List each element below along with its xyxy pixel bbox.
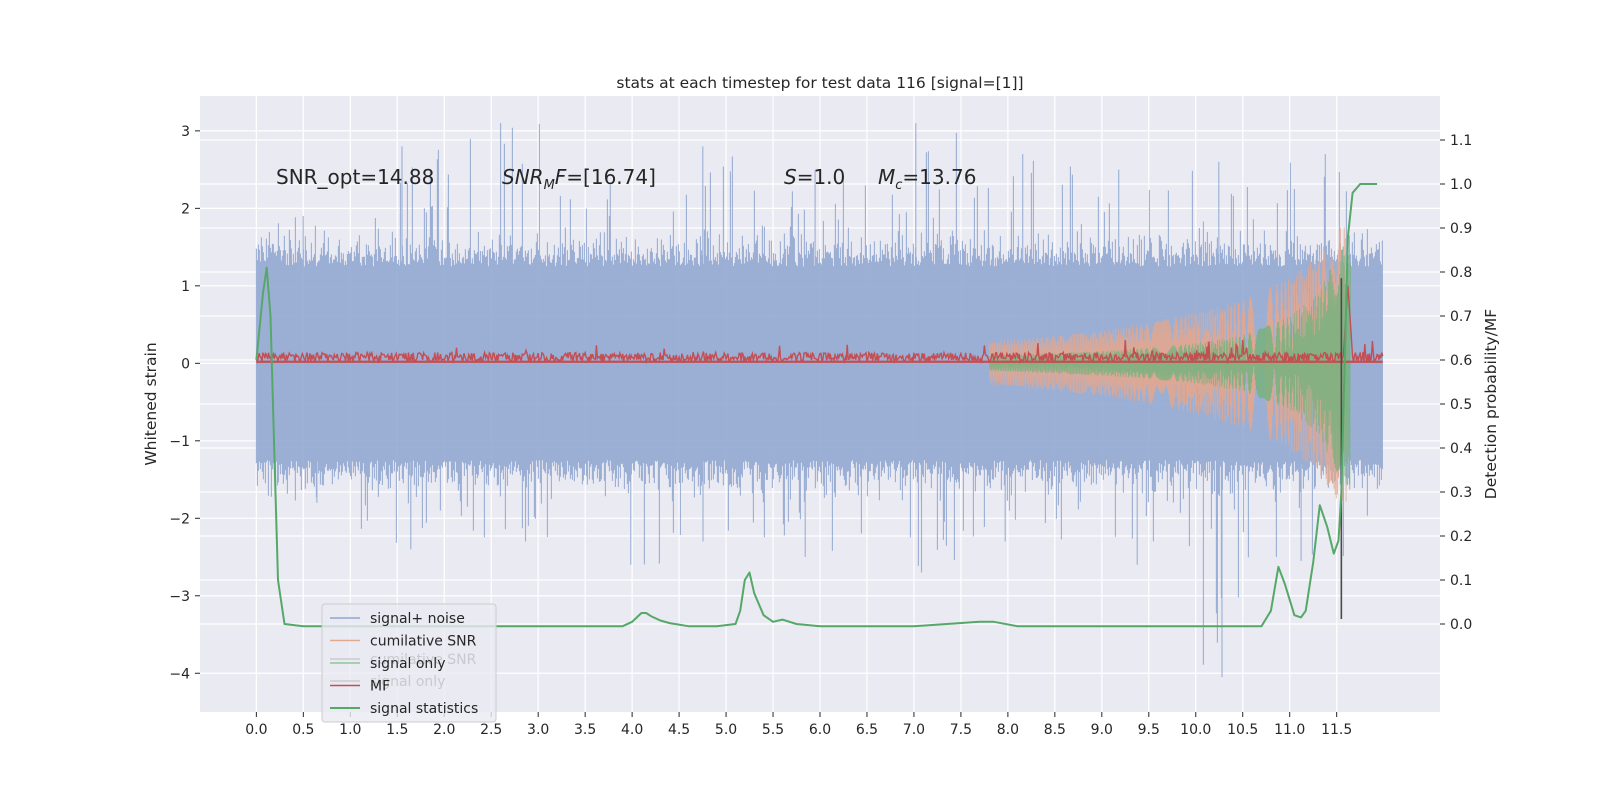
annotation-snr-mf: SNRMF=[16.74] [502, 165, 656, 193]
y-right-tick-label-9: 0.9 [1450, 221, 1472, 237]
y-right-tick-label-10: 1.0 [1450, 177, 1472, 193]
x-tick-label-14: 7.0 [903, 722, 925, 738]
x-tick-label-21: 10.5 [1227, 722, 1258, 738]
legend-label-4: signal statistics [370, 701, 478, 717]
mc-symbol: M [878, 165, 895, 189]
y-right-tick-label-4: 0.4 [1450, 441, 1472, 457]
x-tick-label-23: 11.5 [1321, 722, 1352, 738]
legend-label-3: MF [370, 679, 390, 695]
y-tick-label-1: −3 [169, 589, 190, 605]
legend-ghost-label-0: cumilative SNR [370, 652, 477, 668]
series-mf [255, 285, 1384, 365]
legend-label-2: signal only [370, 656, 445, 672]
y-right-tick-label-0: 0.0 [1450, 617, 1472, 633]
y-axis-label: Whitened strain [142, 342, 160, 465]
y-right-tick-label-8: 0.8 [1450, 265, 1472, 281]
y-right-tick-label-2: 0.2 [1450, 529, 1472, 545]
legend-label-0: signal+ noise [370, 611, 465, 627]
chart-title: stats at each timestep for test data 116… [616, 74, 1023, 92]
x-tick-label-12: 6.0 [809, 722, 831, 738]
x-tick-label-6: 3.0 [527, 722, 549, 738]
s-value: =1.0 [797, 165, 846, 189]
x-tick-label-19: 9.5 [1138, 722, 1160, 738]
x-tick-label-9: 4.5 [668, 722, 690, 738]
y-right-tick-label-11: 1.1 [1450, 133, 1472, 149]
x-tick-label-0: 0.0 [245, 722, 267, 738]
x-tick-label-16: 8.0 [997, 722, 1019, 738]
snr-mf-subscript: M [544, 178, 555, 193]
y-tick-label-5: 1 [181, 279, 190, 295]
x-tick-label-17: 8.5 [1044, 722, 1066, 738]
y-axis-right-label: Detection probability/MF [1482, 309, 1500, 500]
x-tick-label-22: 11.0 [1274, 722, 1305, 738]
x-tick-label-1: 0.5 [292, 722, 314, 738]
snr-mf-value: =[16.74] [566, 165, 656, 189]
snr-mf-symbol-2: F [555, 165, 567, 189]
mc-subscript: c [895, 178, 902, 193]
y-right-tick-label-1: 0.1 [1450, 573, 1472, 589]
x-tick-label-2: 1.0 [339, 722, 361, 738]
y-right-tick-label-6: 0.6 [1450, 353, 1472, 369]
x-tick-label-3: 1.5 [386, 722, 408, 738]
x-axis: 0.0 0.5 1.0 1.5 2.0 2.5 3.0 3.5 4.0 4.5 5.0 5.5 6.0 6… [245, 712, 1352, 738]
x-tick-label-8: 4.0 [621, 722, 643, 738]
x-tick-label-10: 5.0 [715, 722, 737, 738]
annotation-snr-opt: SNR_opt=14.88 [276, 165, 434, 189]
x-tick-label-5: 2.5 [480, 722, 502, 738]
legend-ghost-label-1: signal only [370, 674, 445, 690]
legend-label-1: cumilative SNR [370, 634, 477, 650]
y-axis-left: −4 −3 −2 −1 0 1 2 3 [169, 124, 200, 682]
y-axis-right: 0.0 0.1 0.2 0.3 0.4 0.5 0.6 0.7 0.8 0.9 1.0 1.1 [1440, 133, 1472, 633]
x-tick-label-11: 5.5 [762, 722, 784, 738]
s-symbol: S [784, 165, 797, 189]
x-tick-label-7: 3.5 [574, 722, 596, 738]
y-right-tick-label-5: 0.5 [1450, 397, 1472, 413]
x-tick-label-15: 7.5 [950, 722, 972, 738]
y-tick-label-2: −2 [169, 511, 190, 527]
x-tick-label-4: 2.0 [433, 722, 455, 738]
legend-frame [321, 603, 497, 723]
x-tick-label-13: 6.5 [856, 722, 878, 738]
x-tick-label-20: 10.0 [1180, 722, 1211, 738]
annotation-mc: Mc=13.76 [878, 165, 976, 193]
y-tick-label-6: 2 [181, 201, 190, 217]
y-tick-label-3: −1 [169, 434, 190, 450]
snr-mf-symbol: SNR [502, 165, 544, 189]
annotation-s: S=1.0 [784, 165, 845, 189]
mc-value: =13.76 [902, 165, 976, 189]
x-tick-label-18: 9.0 [1091, 722, 1113, 738]
y-tick-label-4: 0 [181, 356, 190, 372]
y-right-tick-label-7: 0.7 [1450, 309, 1472, 325]
y-right-tick-label-3: 0.3 [1450, 485, 1472, 501]
y-tick-label-0: −4 [169, 666, 190, 682]
y-tick-label-7: 3 [181, 124, 190, 140]
